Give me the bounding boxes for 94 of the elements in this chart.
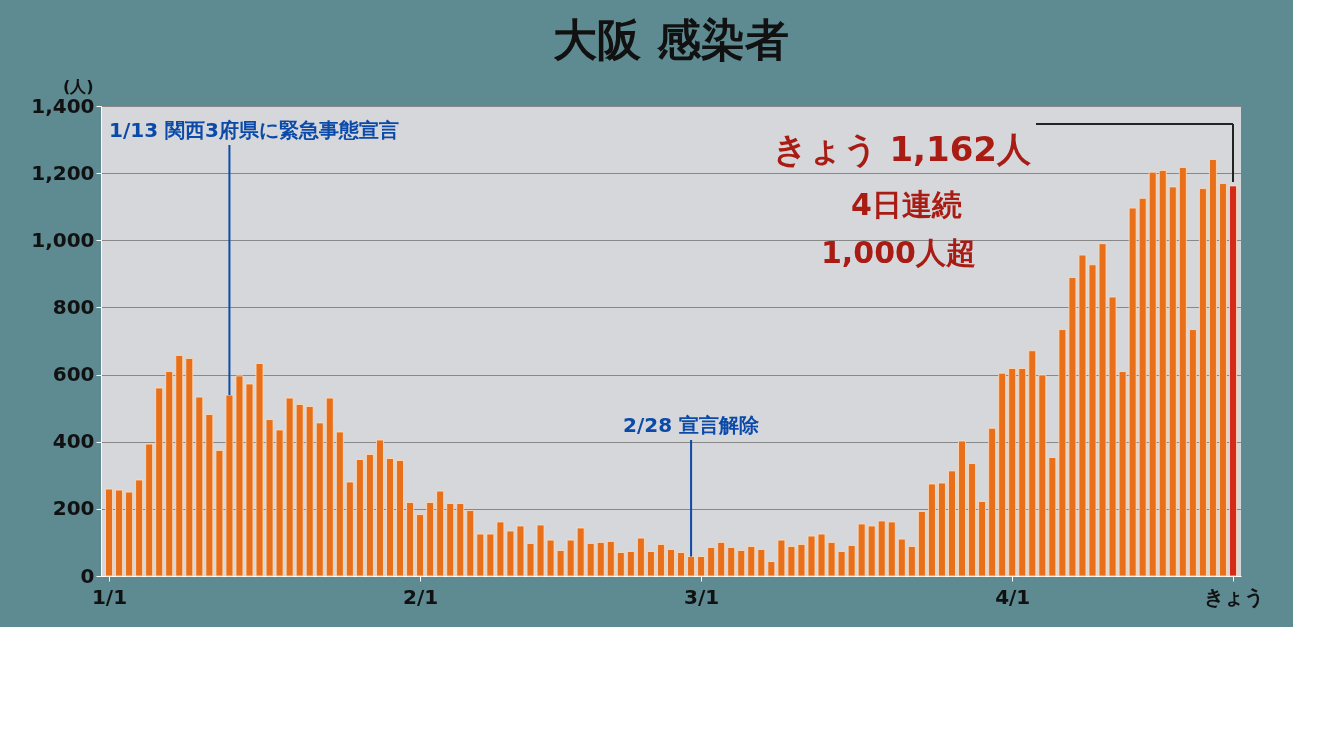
bar bbox=[606, 541, 615, 577]
bar bbox=[1229, 185, 1237, 577]
bar bbox=[907, 546, 916, 577]
x-tick-label: 2/1 bbox=[403, 584, 439, 609]
bar bbox=[697, 556, 706, 577]
bar bbox=[647, 551, 655, 577]
bar bbox=[466, 510, 475, 577]
bar bbox=[616, 552, 625, 577]
bar bbox=[295, 404, 304, 577]
bar bbox=[747, 546, 756, 577]
bar bbox=[436, 490, 445, 577]
bar bbox=[406, 502, 414, 577]
bar bbox=[626, 551, 635, 577]
bar bbox=[115, 489, 123, 577]
bar bbox=[195, 396, 204, 577]
bar bbox=[396, 460, 404, 577]
bar bbox=[305, 406, 314, 577]
bar bbox=[135, 479, 144, 577]
bar bbox=[867, 525, 876, 577]
y-tick-label: 400 bbox=[52, 429, 95, 454]
bar bbox=[1178, 167, 1187, 577]
x-tick-label: 4/1 bbox=[995, 584, 1031, 609]
bar bbox=[727, 547, 736, 577]
x-tick-label: きょう bbox=[1203, 584, 1264, 609]
bar bbox=[376, 439, 384, 577]
x-tick-label: 3/1 bbox=[684, 584, 720, 609]
bar bbox=[1209, 158, 1217, 577]
bar bbox=[1198, 188, 1207, 577]
bar bbox=[1219, 183, 1227, 577]
annotation: きょう 1,162人 bbox=[772, 129, 1032, 169]
bar bbox=[105, 488, 113, 577]
bar bbox=[968, 463, 976, 577]
bar bbox=[456, 503, 465, 577]
bar bbox=[737, 550, 746, 577]
bar bbox=[917, 511, 926, 577]
annotation: 2/28 宣言解除 bbox=[623, 413, 761, 437]
bar bbox=[175, 355, 184, 577]
bar bbox=[717, 542, 726, 577]
bar bbox=[988, 427, 997, 577]
bar bbox=[165, 371, 174, 577]
bar bbox=[1188, 329, 1197, 577]
bar bbox=[928, 483, 936, 577]
chart-title: 大阪 感染者 bbox=[553, 14, 789, 65]
bar bbox=[476, 533, 485, 577]
bar bbox=[938, 482, 946, 577]
bar bbox=[576, 527, 585, 577]
y-tick-label: 200 bbox=[52, 496, 95, 521]
bar bbox=[877, 520, 886, 577]
bar bbox=[315, 422, 324, 577]
bar bbox=[1038, 374, 1047, 577]
y-tick-label: 1,200 bbox=[31, 160, 95, 185]
bar bbox=[998, 372, 1007, 577]
bar bbox=[125, 491, 133, 577]
bar bbox=[335, 431, 344, 577]
bar bbox=[1028, 350, 1037, 577]
bar bbox=[1008, 368, 1017, 577]
bar bbox=[1138, 197, 1147, 577]
y-tick-label: 1,000 bbox=[31, 227, 95, 252]
bar bbox=[446, 503, 455, 577]
bar bbox=[707, 547, 716, 577]
bar bbox=[345, 481, 354, 577]
bar bbox=[325, 397, 334, 577]
bar bbox=[948, 470, 956, 577]
bar bbox=[657, 544, 665, 577]
bar bbox=[687, 556, 695, 577]
bar bbox=[677, 552, 685, 577]
bar bbox=[887, 521, 896, 577]
bar bbox=[978, 501, 987, 577]
bar bbox=[897, 538, 906, 577]
bar bbox=[667, 549, 675, 577]
y-tick-label: 800 bbox=[52, 294, 95, 319]
bar bbox=[1148, 171, 1157, 577]
bar bbox=[636, 537, 645, 577]
bar bbox=[857, 523, 866, 577]
bar bbox=[586, 543, 595, 577]
annotation: 1,000人超 bbox=[821, 235, 976, 270]
y-tick-label: 600 bbox=[52, 362, 95, 387]
bar bbox=[355, 459, 364, 577]
bar bbox=[1168, 186, 1177, 577]
annotation: 1/13 関西3府県に緊急事態宣言 bbox=[109, 118, 399, 142]
bar bbox=[1158, 170, 1167, 577]
bar bbox=[155, 387, 164, 577]
annotation: 4日連続 bbox=[851, 187, 962, 222]
bar bbox=[596, 542, 605, 577]
bar bbox=[958, 440, 966, 577]
bar bbox=[426, 502, 435, 577]
bar bbox=[416, 514, 425, 577]
bar bbox=[1018, 368, 1027, 577]
bar bbox=[757, 549, 766, 577]
bar bbox=[145, 443, 154, 577]
bar bbox=[366, 454, 374, 577]
y-axis-title: (人) bbox=[62, 76, 94, 96]
bar bbox=[185, 358, 194, 577]
bar bbox=[386, 458, 394, 577]
